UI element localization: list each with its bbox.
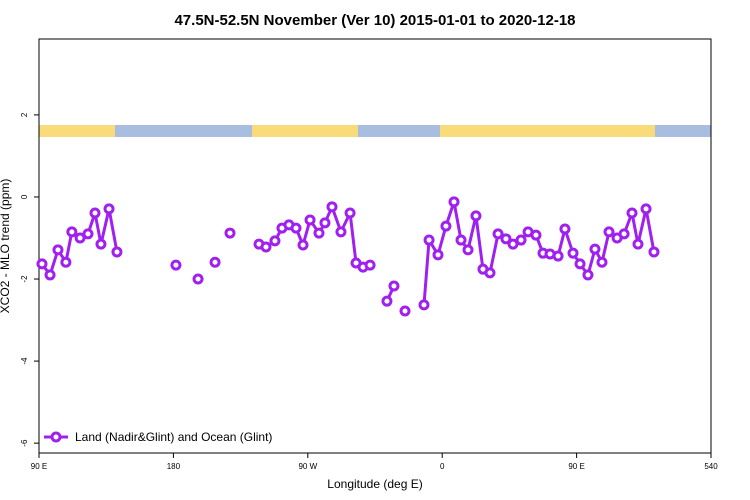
data-point (559, 223, 571, 235)
data-point (567, 247, 579, 259)
data-point (423, 234, 435, 246)
legend-label: Land (Nadir&Glint) and Ocean (Glint) (75, 430, 272, 444)
data-point (574, 258, 586, 270)
x-tick-label: 90 E (568, 462, 584, 471)
y-tick-label: -6 (20, 439, 29, 447)
data-point (515, 234, 527, 246)
data-point (304, 214, 316, 226)
data-point (95, 238, 107, 250)
legend: Land (Nadir&Glint) and Ocean (Glint) (44, 430, 272, 444)
data-point (82, 228, 94, 240)
data-point (269, 235, 281, 247)
plot-frame (38, 38, 712, 454)
x-tick-label: 180 (167, 462, 181, 471)
legend-marker (50, 431, 62, 443)
data-point (74, 232, 86, 244)
x-tick-label: 90 W (298, 462, 317, 471)
data-point (640, 203, 652, 215)
land-band (39, 125, 115, 137)
data-point (603, 226, 615, 238)
data-point (632, 238, 644, 250)
data-point (618, 228, 630, 240)
data-point (344, 207, 356, 219)
data-point (399, 305, 411, 317)
data-point (44, 269, 56, 281)
data-point (388, 280, 400, 292)
x-axis-label: Longitude (deg E) (327, 477, 422, 491)
data-point (626, 207, 638, 219)
land-band (440, 125, 655, 137)
chart-title: 47.5N-52.5N November (Ver 10) 2015-01-01… (174, 12, 575, 29)
data-point (470, 210, 482, 222)
data-point (170, 259, 182, 271)
data-point (36, 258, 48, 270)
land-band (252, 125, 358, 137)
data-point (335, 226, 347, 238)
data-point (492, 228, 504, 240)
data-point (462, 244, 474, 256)
data-point (103, 203, 115, 215)
x-tick-label: 90 E (31, 462, 47, 471)
data-point (596, 256, 608, 268)
data-point (448, 196, 460, 208)
data-point (381, 295, 393, 307)
data-point (582, 269, 594, 281)
data-point (60, 256, 72, 268)
data-point (260, 241, 272, 253)
data-point (589, 243, 601, 255)
data-point (500, 233, 512, 245)
data-point (313, 227, 325, 239)
land-ocean-strip (39, 125, 711, 137)
y-tick-label: -4 (20, 357, 29, 365)
data-point (364, 259, 376, 271)
data-point (455, 234, 467, 246)
data-point (224, 227, 236, 239)
data-point (89, 207, 101, 219)
data-point (326, 201, 338, 213)
x-tick-label: 0 (440, 462, 445, 471)
data-point (192, 273, 204, 285)
y-tick-label: 2 (20, 112, 29, 117)
data-point (530, 229, 542, 241)
y-axis-label: XCO2 - MLO trend (ppm) (0, 179, 12, 314)
data-point (648, 246, 660, 258)
data-point (484, 267, 496, 279)
data-point (418, 299, 430, 311)
y-tick-label: -2 (20, 275, 29, 283)
data-point (440, 220, 452, 232)
data-point (297, 239, 309, 251)
data-point (507, 238, 519, 250)
data-point (66, 226, 78, 238)
data-point (552, 250, 564, 262)
data-point (111, 246, 123, 258)
data-point (209, 256, 221, 268)
data-point (52, 244, 64, 256)
y-tick-label: 0 (20, 194, 29, 199)
data-point (432, 249, 444, 261)
data-point (290, 222, 302, 234)
x-tick-label: 540 (704, 462, 718, 471)
data-point (319, 217, 331, 229)
